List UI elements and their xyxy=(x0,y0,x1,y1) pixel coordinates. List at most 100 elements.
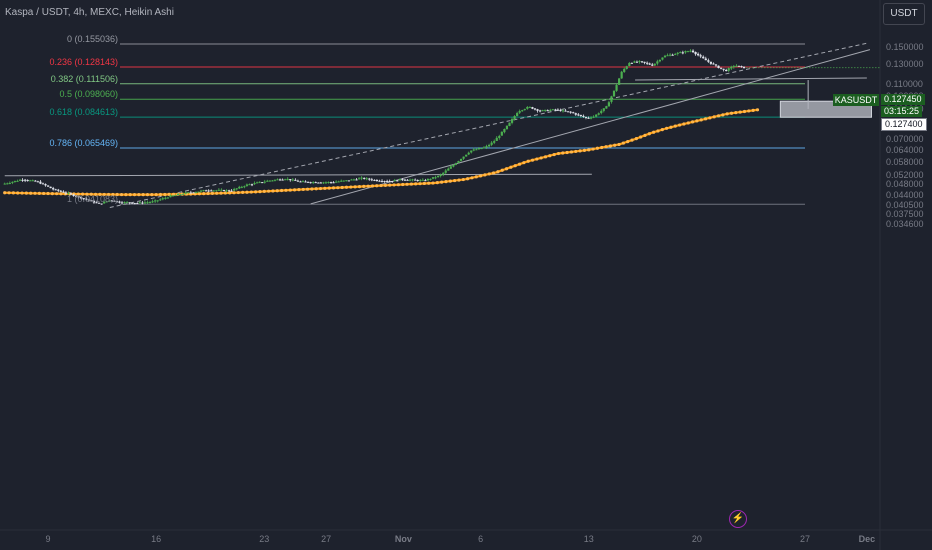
ema-dot xyxy=(565,150,569,155)
time-tick-label: 9 xyxy=(45,534,51,544)
candle-body xyxy=(544,109,547,111)
candle-body xyxy=(516,113,519,117)
ema-dot xyxy=(479,174,483,178)
time-tick-label: 23 xyxy=(259,534,270,544)
ema-dot xyxy=(249,190,253,194)
candle-body xyxy=(521,110,524,112)
candle-body xyxy=(176,193,180,196)
ema-dot xyxy=(500,168,504,172)
price-tick-label: 0.034600 xyxy=(886,218,924,229)
candle-body xyxy=(6,183,9,185)
candle-body xyxy=(365,178,368,180)
candle-body xyxy=(205,190,208,192)
candle-body xyxy=(340,180,343,182)
candle-body xyxy=(635,61,639,63)
candle-body xyxy=(375,179,379,182)
dashed-trendline xyxy=(109,42,867,208)
candle-body xyxy=(554,109,557,111)
candle-body xyxy=(256,182,259,184)
candle-body xyxy=(312,182,315,184)
candle-body xyxy=(569,111,572,113)
candle-body xyxy=(508,122,511,126)
ema-dot xyxy=(232,191,236,195)
candle-body xyxy=(184,192,187,194)
lightning-icon[interactable]: ⚡ xyxy=(729,510,747,528)
candle-body xyxy=(342,180,345,182)
ema-dot xyxy=(409,182,413,186)
candle-body xyxy=(97,202,101,204)
candle-body xyxy=(490,142,493,145)
candle-body xyxy=(36,181,39,183)
ema-dot xyxy=(431,181,435,185)
ema-dot xyxy=(154,193,158,197)
ema-dot xyxy=(284,188,288,192)
candle-body xyxy=(393,180,396,182)
candle-body xyxy=(350,179,353,181)
candle-body xyxy=(467,152,470,155)
candle-body xyxy=(261,182,264,184)
ema-dot xyxy=(353,185,357,189)
ema-dot xyxy=(578,149,582,153)
candle-body xyxy=(11,181,14,183)
candle-body xyxy=(383,181,386,183)
candle-body xyxy=(182,193,185,195)
price-tick-label: 0.048000 xyxy=(886,179,924,190)
fib-level-label: 0.236 (0.128143) xyxy=(49,57,118,67)
ema-dot xyxy=(716,114,721,118)
ema-dot xyxy=(137,193,141,197)
candle-body xyxy=(444,170,447,173)
candle-body xyxy=(386,180,389,182)
candle-body xyxy=(197,191,200,193)
ema-dot xyxy=(102,192,106,197)
ema-dot xyxy=(228,191,232,195)
ema-dot xyxy=(690,120,695,124)
candle-body xyxy=(666,55,669,57)
ema-dot xyxy=(703,117,708,121)
ema-dot xyxy=(267,189,271,193)
ema-dot xyxy=(357,185,362,189)
candle-body xyxy=(549,109,552,111)
candle-body xyxy=(717,65,720,69)
ema-dot xyxy=(647,132,651,136)
candle-body xyxy=(146,202,149,204)
ema-dot xyxy=(725,112,729,116)
candle-body xyxy=(638,60,641,62)
candle-body xyxy=(250,184,254,186)
ema-dot xyxy=(453,178,457,183)
candle-body xyxy=(498,135,501,138)
ema-dot xyxy=(50,191,54,196)
ema-dot xyxy=(24,191,28,195)
candle-body xyxy=(403,179,407,181)
candle-body xyxy=(582,115,585,117)
candle-body xyxy=(523,109,526,111)
ema-dot xyxy=(513,164,517,168)
candle-body xyxy=(656,61,659,64)
candle-body xyxy=(136,203,139,205)
candle-body xyxy=(528,106,531,108)
ema-dot xyxy=(85,192,89,196)
ema-dot xyxy=(344,185,349,189)
candle-body xyxy=(472,149,475,151)
candle-body xyxy=(396,180,399,182)
candle-body xyxy=(426,178,430,181)
ema-dot xyxy=(435,181,439,185)
candle-body xyxy=(207,190,210,192)
candle-body xyxy=(625,66,628,69)
candle-body xyxy=(41,183,45,185)
ema-dot xyxy=(305,187,310,191)
candle-body xyxy=(551,109,554,111)
currency-button[interactable]: USDT xyxy=(883,3,925,25)
candle-body xyxy=(194,192,198,194)
candle-body xyxy=(189,192,192,194)
ema-dot xyxy=(530,158,535,162)
candle-body xyxy=(424,180,427,182)
ema-dot xyxy=(414,182,418,186)
ema-dot xyxy=(582,148,587,152)
candle-body xyxy=(704,58,707,61)
trendline xyxy=(635,77,867,81)
candle-body xyxy=(263,181,266,183)
candle-body xyxy=(602,108,605,111)
ema-dot xyxy=(742,109,747,114)
candle-body xyxy=(92,200,96,203)
